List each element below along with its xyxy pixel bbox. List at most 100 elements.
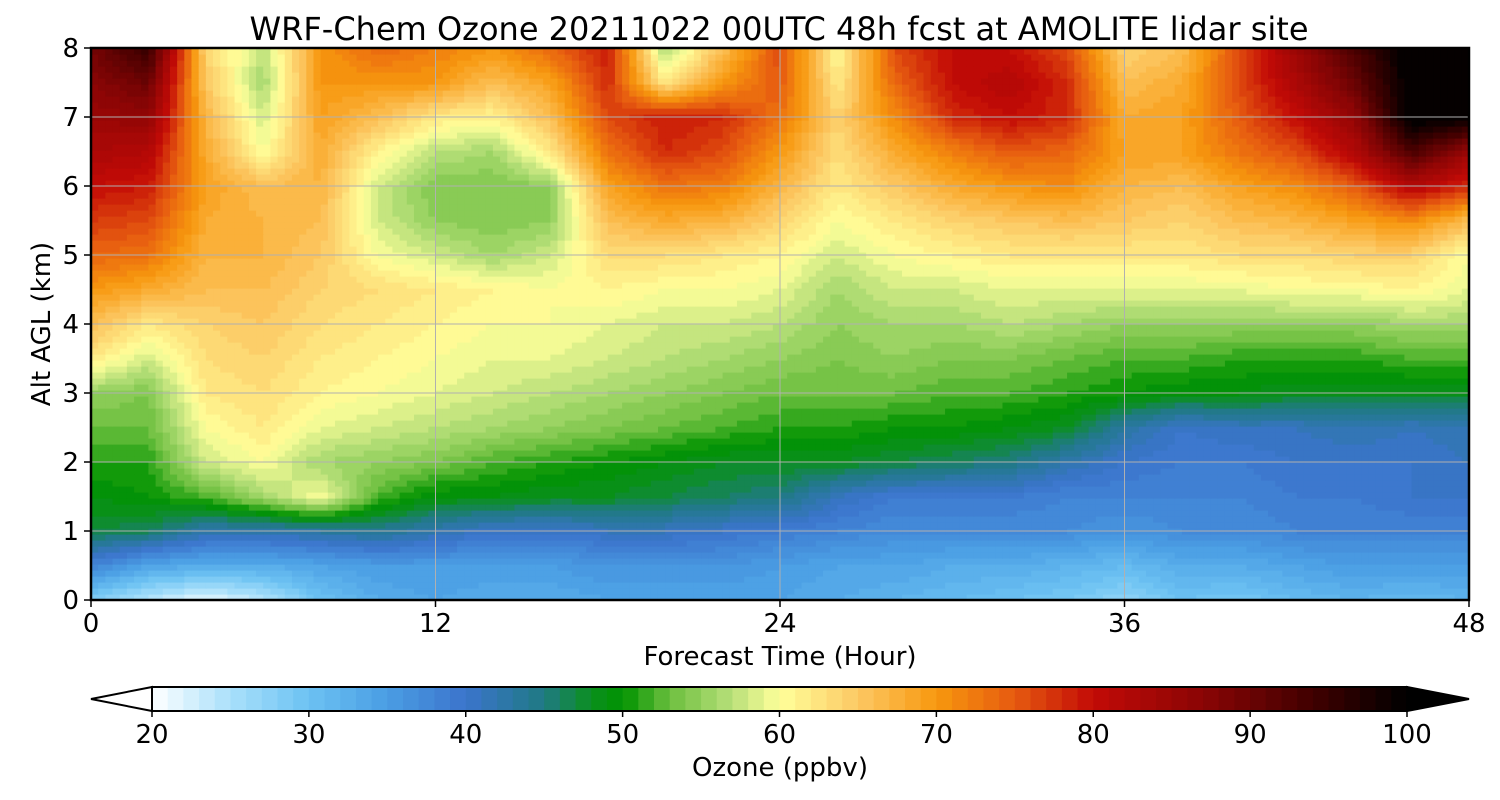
heat-cell — [1124, 462, 1133, 469]
heat-cell — [1447, 444, 1456, 451]
heat-cell — [1224, 474, 1233, 481]
heat-cell — [220, 558, 228, 565]
heat-cell — [1189, 588, 1197, 595]
heat-cell — [650, 498, 659, 505]
heat-cell — [988, 564, 996, 571]
heat-cell — [815, 498, 824, 505]
heat-cell — [593, 540, 602, 547]
heat-cell — [1009, 552, 1018, 559]
heat-cell — [1045, 492, 1054, 499]
heat-cell — [1239, 450, 1248, 457]
heat-cell — [1282, 570, 1291, 577]
heat-cell — [342, 516, 350, 523]
heat-cell — [1433, 486, 1441, 493]
heat-cell — [945, 594, 953, 600]
heat-cell — [579, 462, 587, 469]
heat-cell — [973, 522, 982, 529]
heat-cell — [471, 570, 480, 577]
heat-cell — [916, 534, 925, 541]
heat-cell — [256, 582, 264, 589]
heat-cell — [148, 492, 157, 499]
heat-cell — [586, 510, 594, 517]
heat-cell — [449, 498, 458, 505]
heat-cell — [485, 546, 494, 553]
heat-cell — [995, 588, 1004, 595]
heat-cell — [543, 456, 551, 463]
heat-cell — [1346, 534, 1355, 541]
heat-cell — [327, 468, 336, 475]
heat-cell — [1174, 510, 1183, 517]
heat-cell — [1167, 582, 1176, 589]
heat-cell — [1224, 534, 1233, 541]
heat-cell — [1303, 534, 1312, 541]
heat-cell — [636, 444, 645, 451]
heat-cell — [930, 594, 939, 600]
heat-cell — [492, 546, 501, 553]
heat-cell — [1088, 492, 1097, 499]
heat-cell — [801, 546, 810, 553]
heat-cell — [894, 504, 903, 511]
heat-cell — [887, 534, 896, 541]
heat-cell — [916, 594, 925, 600]
heat-cell — [1361, 510, 1370, 517]
heat-cell — [586, 534, 594, 541]
heat-cell — [1454, 516, 1463, 523]
heat-cell — [241, 486, 250, 493]
heat-cell — [1268, 444, 1276, 451]
heat-cell — [1361, 582, 1370, 589]
heat-cell — [514, 498, 523, 505]
heat-cell — [758, 492, 767, 499]
heat-cell — [1117, 546, 1126, 553]
heat-cell — [894, 450, 903, 457]
heat-cell — [686, 444, 695, 451]
heat-cell — [191, 450, 200, 457]
heat-cell — [966, 474, 975, 481]
heat-cell — [1339, 522, 1348, 529]
heat-cell — [1246, 510, 1255, 517]
heat-cell — [91, 438, 99, 445]
heat-cell — [1433, 582, 1441, 589]
heat-cell — [234, 468, 243, 475]
heat-cell — [815, 504, 824, 511]
heat-cell — [528, 522, 537, 529]
heat-cell — [686, 582, 695, 589]
heat-cell — [930, 516, 939, 523]
heat-cell — [435, 462, 444, 469]
heat-cell — [880, 474, 889, 481]
heat-cell — [1418, 486, 1427, 493]
heat-cell — [1454, 576, 1463, 583]
heat-cell — [1153, 564, 1161, 571]
heat-cell — [492, 480, 501, 487]
heat-cell — [1160, 576, 1169, 583]
heat-cell — [320, 570, 329, 577]
heat-cell — [485, 486, 494, 493]
heat-cell — [772, 522, 781, 529]
heat-cell — [1311, 564, 1319, 571]
heat-cell — [155, 594, 164, 600]
heat-cell — [1440, 594, 1449, 600]
heat-cell — [823, 546, 831, 553]
heat-cell — [823, 492, 831, 499]
heat-cell — [1411, 582, 1420, 589]
heat-cell — [105, 450, 114, 457]
heat-cell — [708, 558, 717, 565]
heat-cell — [306, 594, 315, 600]
heat-cell — [708, 522, 717, 529]
heat-cell — [169, 522, 178, 529]
heat-cell — [299, 546, 307, 553]
heat-cell — [1375, 534, 1384, 541]
heat-cell — [988, 462, 996, 469]
heat-cell — [1088, 558, 1097, 565]
heat-cell — [650, 552, 659, 559]
heat-cell — [586, 444, 594, 451]
heat-cell — [112, 552, 121, 559]
heat-cell — [1074, 552, 1083, 559]
heat-cell — [492, 576, 501, 583]
heat-cell — [701, 492, 709, 499]
heat-cell — [155, 492, 164, 499]
heat-cell — [823, 456, 831, 463]
heat-cell — [1246, 450, 1255, 457]
heat-cell — [535, 564, 544, 571]
heat-cell — [844, 552, 853, 559]
heat-cell — [421, 480, 429, 487]
